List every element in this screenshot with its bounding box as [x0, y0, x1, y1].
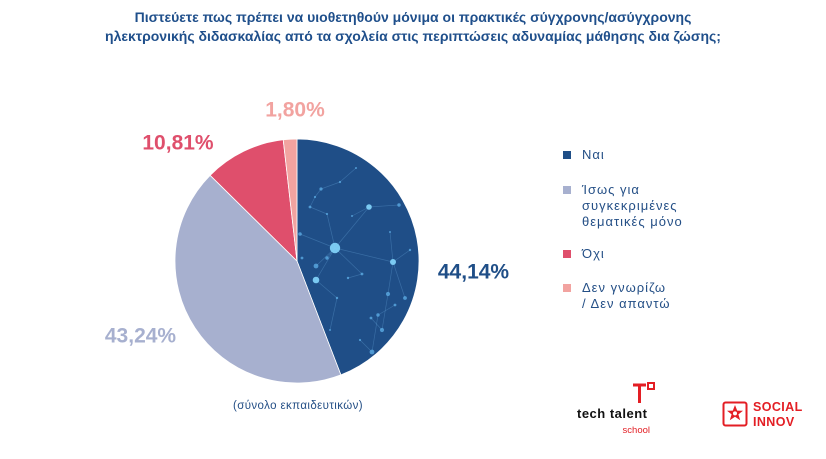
texture-dot: [379, 327, 385, 333]
texture-line: [339, 167, 357, 183]
texture-dot: [385, 291, 391, 297]
texture-dot: [313, 195, 317, 199]
texture-line: [377, 304, 396, 316]
pie-slice-dont-know: [282, 138, 298, 262]
texture-line: [329, 297, 338, 331]
texture-dot: [355, 167, 357, 169]
chart-title: Πιστεύετε πως πρέπει να υιοθετηθούν μόνι…: [105, 9, 721, 44]
tech-talent-logo-name: tech talent: [577, 406, 648, 421]
texture-line: [320, 181, 341, 190]
texture-dot: [312, 276, 320, 284]
texture-line: [392, 249, 411, 263]
legend-label-maybe: Ίσως για συγκεκριμένες θεματικές μόνο: [582, 182, 683, 229]
texture-dot: [325, 212, 329, 216]
social-innov-logo-line2: INNOV: [753, 415, 795, 429]
texture-dot: [298, 232, 302, 236]
texture-line: [334, 206, 370, 249]
texture-line: [334, 247, 394, 263]
legend-label-no: Όχι: [582, 246, 605, 261]
texture-dot: [358, 338, 362, 342]
texture-dot: [403, 296, 407, 300]
texture-dot: [408, 248, 412, 252]
texture-dot: [308, 205, 312, 209]
texture-dot: [366, 204, 372, 210]
texture-dot: [389, 231, 391, 233]
value-label-maybe: 43,24%: [105, 325, 177, 348]
texture-line: [370, 317, 383, 331]
texture-dot: [346, 276, 350, 280]
texture-dot: [300, 256, 304, 260]
texture-dot: [313, 263, 319, 269]
texture-dot: [397, 203, 401, 207]
tech-talent-logo-icon: [633, 382, 655, 403]
texture-dot: [376, 313, 380, 317]
legend-swatch-maybe: [563, 186, 571, 194]
legend: Ναι Ίσως για συγκεκριμένες θεματικές μόν…: [563, 0, 763, 459]
legend-label-yes: Ναι: [582, 147, 605, 162]
texture-line: [389, 231, 394, 263]
texture-line: [371, 314, 379, 353]
texture-dot: [360, 272, 364, 276]
texture-line: [299, 233, 336, 249]
legend-label-dont-know: Δεν γνωρίζω / Δεν απαντώ: [582, 280, 671, 311]
texture-dot: [325, 256, 329, 260]
texture-line: [381, 293, 389, 331]
tech-talent-logo-sub: school: [622, 425, 650, 436]
chart-caption: (σύνολο εκπαιδευτικών): [232, 400, 364, 412]
texture-line: [334, 247, 363, 275]
texture-dot: [329, 242, 341, 254]
legend-swatch-yes: [563, 151, 571, 159]
legend-swatch-no: [563, 250, 571, 258]
texture-line: [315, 247, 336, 281]
value-label-yes: 44,14%: [438, 261, 510, 284]
texture-line: [315, 279, 338, 299]
texture-dot: [390, 259, 396, 265]
texture-dot: [393, 303, 397, 307]
value-label-no: 10,81%: [142, 132, 214, 155]
texture-dot: [329, 329, 331, 331]
texture-line: [351, 206, 370, 217]
social-innov-logo-icon: [722, 401, 748, 427]
pie-slice-no: [209, 139, 298, 263]
pie-slice-maybe: [174, 174, 342, 384]
texture-line: [314, 188, 322, 198]
social-innov-logo-line1: SOCIAL: [753, 400, 803, 414]
texture-dot: [369, 349, 375, 355]
texture-line: [359, 339, 373, 353]
pie-slice-yes: [296, 138, 420, 376]
texture-dot: [351, 215, 353, 217]
texture-dot: [338, 180, 342, 184]
texture-line: [309, 206, 328, 215]
texture-line: [347, 273, 363, 279]
texture-line: [392, 261, 406, 299]
texture-dot: [319, 187, 323, 191]
value-label-dont-know: 1,80%: [265, 99, 325, 122]
texture-line: [387, 261, 394, 295]
pie-slices: [174, 138, 420, 384]
legend-swatch-dont-know: [563, 284, 571, 292]
pie-slice-yes-texture: [298, 167, 412, 355]
value-labels: 44,14% 43,24% 10,81% 1,80%: [105, 99, 510, 348]
texture-dot: [335, 296, 339, 300]
texture-line: [368, 204, 400, 208]
texture-line: [326, 213, 336, 249]
texture-dot: [369, 316, 373, 320]
texture-line: [309, 196, 316, 208]
